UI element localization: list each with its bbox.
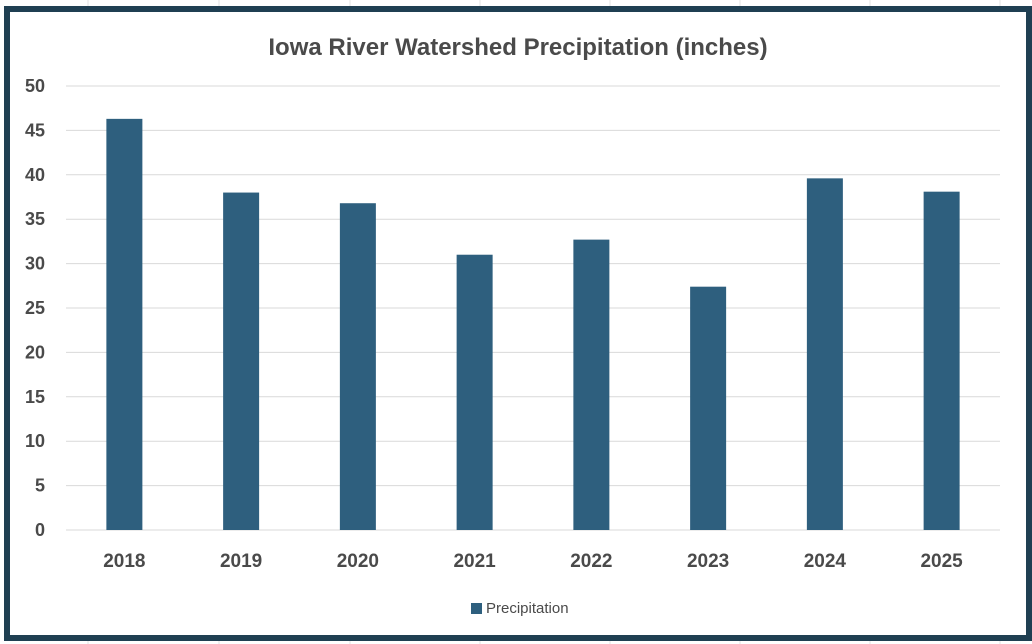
bar-2021[interactable] (456, 254, 493, 530)
x-tick-label: 2019 (220, 551, 262, 572)
legend-swatch (471, 603, 482, 614)
x-tick-label: 2018 (103, 551, 145, 572)
bar-2019[interactable] (223, 192, 260, 530)
y-tick-label: 0 (35, 520, 45, 540)
bar-chart: Iowa River Watershed Precipitation (inch… (25, 34, 1000, 617)
y-tick-label: 30 (25, 254, 45, 274)
bar-2022[interactable] (573, 239, 610, 530)
x-tick-label: 2024 (804, 551, 847, 572)
y-tick-label: 50 (25, 76, 45, 96)
gridlines (66, 85, 1000, 531)
x-tick-label: 2020 (337, 551, 379, 572)
legend-label: Precipitation (486, 600, 569, 617)
y-tick-label: 20 (25, 342, 45, 362)
bar-2025[interactable] (923, 191, 960, 530)
x-axis-tick-labels: 2018 2019 2020 2021 2022 2023 2024 2025 (103, 551, 963, 572)
y-axis-tick-labels: 0 5 10 15 20 25 30 35 40 45 50 (25, 76, 45, 540)
bars (106, 118, 960, 531)
y-tick-label: 25 (25, 298, 45, 318)
bar-2018[interactable] (106, 118, 143, 530)
bar-2020[interactable] (339, 203, 376, 530)
y-tick-label: 45 (25, 120, 45, 140)
chart-area[interactable]: Iowa River Watershed Precipitation (inch… (4, 6, 1032, 641)
bar-2023[interactable] (690, 286, 727, 530)
y-tick-label: 5 (35, 476, 45, 496)
y-tick-label: 35 (25, 209, 45, 229)
bar-2024[interactable] (806, 178, 843, 531)
y-tick-label: 10 (25, 431, 45, 451)
x-tick-label: 2025 (920, 551, 963, 572)
x-tick-label: 2021 (453, 551, 496, 572)
x-tick-label: 2022 (570, 551, 612, 572)
y-tick-label: 15 (25, 387, 45, 407)
chart-title: Iowa River Watershed Precipitation (inch… (268, 34, 767, 61)
legend[interactable]: Precipitation (471, 600, 569, 617)
y-tick-label: 40 (25, 165, 45, 185)
x-tick-label: 2023 (687, 551, 729, 572)
